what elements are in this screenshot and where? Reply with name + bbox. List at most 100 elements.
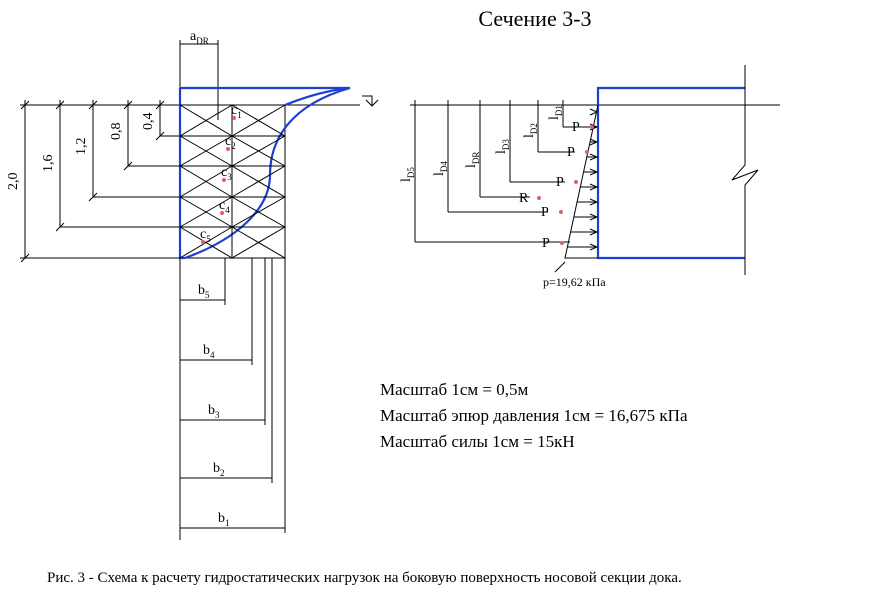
c-label: c2 [225,134,236,151]
label-main: c [200,227,206,242]
force-point [574,180,578,184]
label-sub: 1 [225,518,230,528]
label-sub: 2 [231,141,236,151]
label-sub: D5 [406,167,416,178]
label-sub: 1 [237,110,242,120]
force-point [560,241,564,245]
force-point [559,210,563,214]
depth-label: 2,0 [6,173,21,191]
depth-label: 0,8 [109,123,124,141]
c-label: c5 [200,227,211,244]
l-label: lD4 [432,161,449,176]
depth-label: 1,6 [41,155,56,173]
b-label: b3 [208,403,220,420]
line [155,100,165,110]
label-main: b [198,283,205,298]
line [155,131,165,141]
scale-text: Масштаб силы 1см = 15кН [380,432,575,451]
b-label: b1 [218,511,230,528]
line [179,165,233,198]
label-sub: D4 [439,161,449,172]
p-label: P [556,175,564,190]
p-label: P [572,120,580,135]
p-label: R [519,191,529,206]
label-main: l [494,150,509,154]
label-sub: 5 [205,290,210,300]
depth-label: 0,4 [141,113,156,131]
centroid [226,147,230,151]
p-label: P [541,205,549,220]
l-label: lD2 [522,123,539,138]
line [231,135,286,167]
label-sub: 5 [206,234,211,244]
label-main: l [547,116,562,120]
label-sub: D1 [554,105,564,116]
scale-text: Масштаб 1см = 0,5м [380,380,529,399]
p-label: P [542,236,550,251]
line [231,226,286,259]
label-sub: 4 [210,350,215,360]
line [55,100,65,110]
label-main: c [219,198,225,213]
line [179,226,233,259]
centroid [222,178,226,182]
arrow [589,168,599,176]
line [231,196,286,228]
b-label: b4 [203,343,215,360]
b-label: b5 [198,283,210,300]
l-label: lDR [464,152,481,168]
arrow [589,138,599,146]
line [179,104,233,137]
arrow [589,183,599,191]
line [20,100,30,110]
line [55,222,65,232]
line [231,165,286,198]
label-sub: 4 [225,205,230,215]
centroid [220,211,224,215]
label-main: b [208,403,215,418]
label-main: c [225,134,231,149]
line [88,100,98,110]
c-label: c4 [219,198,230,215]
arrow [589,108,599,116]
a-label: aDR [190,29,209,46]
label-sub: DR [471,152,481,165]
arrow [589,198,599,206]
centroid [201,240,205,244]
arrow [589,243,599,251]
label-sub: 2 [220,468,225,478]
label-main: a [190,29,197,44]
line [554,261,566,273]
arrow [589,228,599,236]
label-main: b [203,343,210,358]
arrow [589,213,599,221]
line [179,196,233,228]
force-point [585,150,589,154]
right-drawing [410,65,780,275]
l-label: lD5 [399,167,416,182]
label-main: l [432,172,447,176]
scale-text: Масштаб эпюр давления 1см = 16,675 кПа [380,406,688,425]
line [88,192,98,202]
centroid [232,116,236,120]
label-sub: D3 [501,139,511,150]
section-title: Сечение 3-3 [478,6,591,31]
arrow [589,153,599,161]
label-main: c [221,165,227,180]
caption: Рис. 3 - Схема к расчету гидростатически… [47,570,682,586]
force-point [537,196,541,200]
line [123,161,133,171]
line [179,135,233,167]
line [20,253,30,263]
label-main: l [464,164,479,168]
b-label: b2 [213,461,225,478]
label-main: b [218,511,225,526]
label-main: l [522,134,537,138]
force-point [590,125,594,129]
label-sub: DR [196,36,209,46]
c-label: c1 [231,103,242,120]
label-main: l [399,178,414,182]
p-label: P [567,145,575,160]
label-sub: 3 [227,172,232,182]
